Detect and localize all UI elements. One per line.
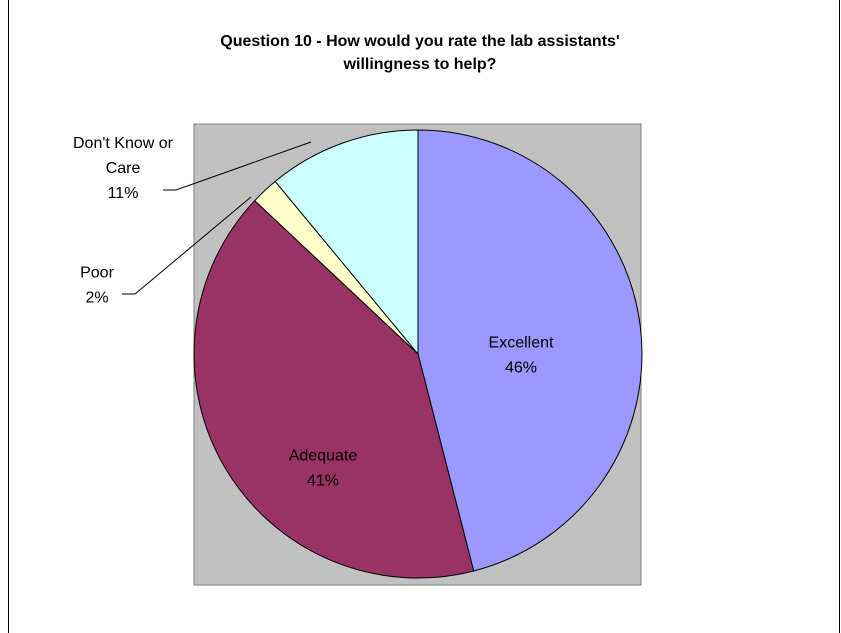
slice-name: Care [106, 160, 141, 177]
chart-title: Question 10 - How would you rate the lab… [120, 30, 720, 76]
slice-percent: 46% [505, 360, 537, 377]
slice-label: Excellent 46% [489, 335, 554, 377]
pie-slice-adequate [193, 200, 475, 579]
pie-slice-don-t-know-or-care [274, 129, 419, 355]
slice-percent: 2% [85, 290, 108, 307]
pie-slice-excellent [417, 129, 643, 572]
slice-name: Don't Know or [73, 135, 174, 152]
slice-label: Poor 2% [80, 265, 114, 307]
chart-title-line-2: willingness to help? [343, 56, 497, 73]
slice-percent: 11% [108, 185, 139, 202]
slice-name: Adequate [289, 448, 358, 465]
leader-lines [122, 141, 312, 295]
leader-line [163, 141, 312, 191]
chart-title-line-1: Question 10 - How would you rate the lab… [220, 33, 620, 50]
slice-name: Excellent [489, 335, 554, 352]
slice-name: Poor [80, 265, 114, 282]
pie-slices [193, 129, 643, 579]
slice-labels: Excellent 46% Adequate 41% Poor 2% Don't Know … [73, 135, 554, 490]
slice-percent: 41% [307, 473, 339, 490]
leader-line [122, 196, 252, 295]
slice-label: Adequate 41% [289, 448, 358, 490]
slice-label: Don't Know or Care 11% [73, 135, 174, 202]
